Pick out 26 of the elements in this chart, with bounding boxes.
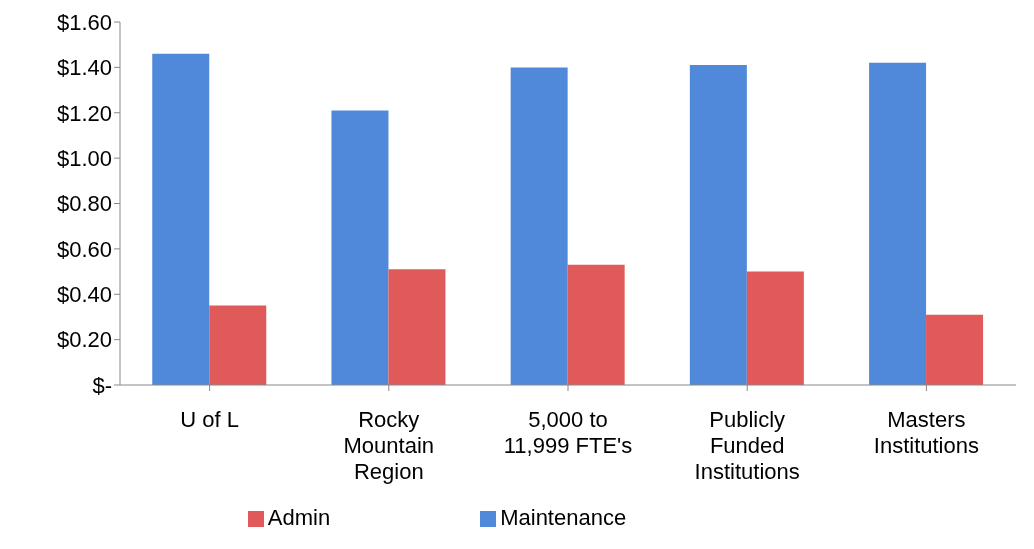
x-tick-label: 5,000 to 11,999 FTE's: [503, 407, 633, 458]
bar: [746, 271, 804, 385]
y-tick-label: $1.60: [56, 9, 112, 35]
x-tick-label: Rocky Mountain Region: [343, 407, 435, 484]
bar: [152, 53, 210, 385]
bar: [926, 314, 984, 385]
y-tick-label: $-: [92, 372, 112, 398]
y-tick-label: $0.60: [56, 236, 112, 262]
y-tick-label: $1.00: [56, 145, 112, 171]
y-tick-label: $1.20: [56, 100, 112, 126]
y-tick-label: $0.40: [56, 282, 112, 308]
y-tick-label: $0.80: [56, 191, 112, 217]
legend-label: Admin: [267, 505, 331, 530]
bar: [869, 62, 927, 385]
bar: [209, 305, 267, 385]
bar: [388, 269, 446, 385]
x-tick-label: U of L: [180, 407, 239, 432]
bar: [689, 65, 747, 385]
bar: [331, 110, 389, 385]
x-tick-label: Masters Institutions: [873, 407, 979, 458]
bar: [510, 67, 568, 385]
y-tick-label: $1.40: [56, 55, 112, 81]
legend-label: Maintenance: [500, 505, 627, 530]
x-tick-label: Publicly Funded Institutions: [694, 407, 800, 484]
bar: [567, 264, 625, 385]
y-tick-label: $0.20: [56, 327, 112, 353]
